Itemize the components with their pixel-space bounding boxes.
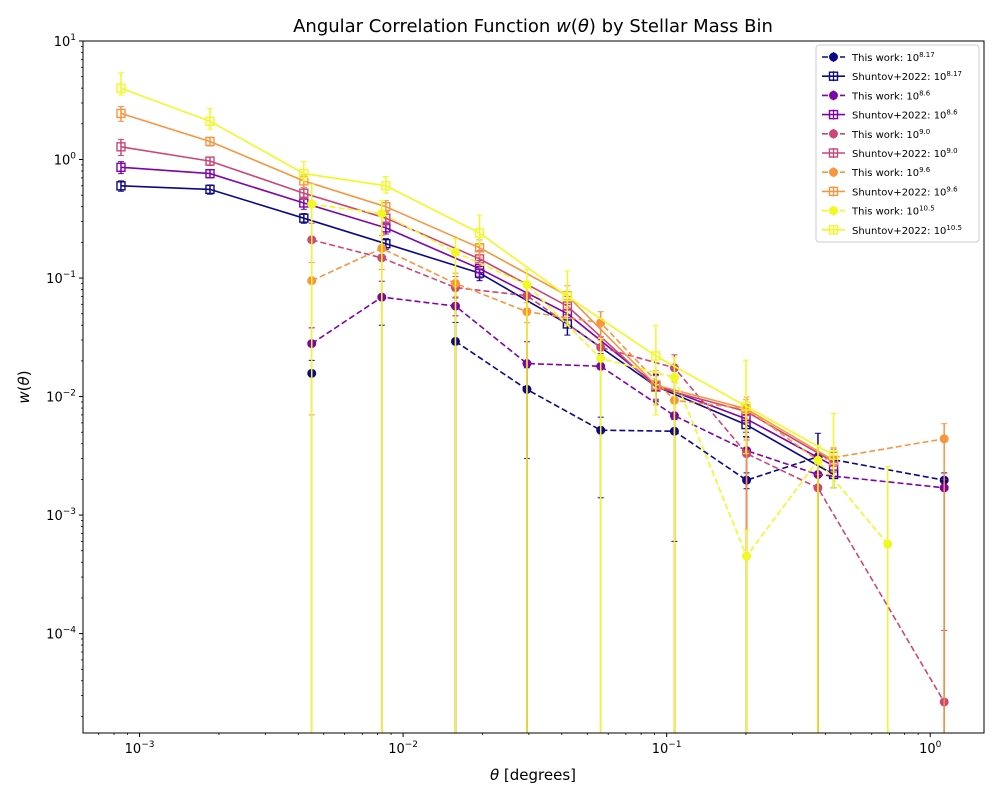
data-point bbox=[883, 539, 893, 549]
x-tick-label: 10−3 bbox=[125, 740, 155, 757]
data-point bbox=[205, 168, 215, 179]
x-tick-label: 10−1 bbox=[652, 740, 682, 757]
legend-box bbox=[815, 44, 980, 243]
legend-entry: Shuntov+2022: 109.6 bbox=[822, 185, 958, 198]
legend-entry: Shuntov+2022: 108.6 bbox=[822, 109, 958, 122]
y-axis: 10−4 10−3 10−2 10−1 100 101 bbox=[46, 33, 83, 717]
legend-label: Shuntov+2022: 108.17 bbox=[852, 70, 962, 83]
data-point bbox=[596, 353, 606, 363]
series-line bbox=[120, 87, 834, 456]
data-point bbox=[939, 434, 949, 444]
legend-marker bbox=[828, 186, 839, 197]
y-tick-label: 10−4 bbox=[46, 626, 76, 643]
legend-entry: Shuntov+2022: 1010.5 bbox=[822, 224, 962, 237]
data-point bbox=[205, 136, 215, 147]
data-point bbox=[377, 209, 387, 219]
series-8 bbox=[307, 183, 893, 733]
data-point bbox=[813, 455, 823, 465]
data-point bbox=[116, 142, 126, 152]
x-tick-label: 100 bbox=[919, 740, 942, 757]
data-point bbox=[116, 181, 126, 191]
legend-label: This work: 1010.5 bbox=[851, 205, 935, 218]
data-point bbox=[651, 351, 661, 361]
plot-area bbox=[82, 40, 985, 734]
data-point bbox=[828, 450, 839, 460]
series-layer bbox=[116, 72, 949, 733]
y-tick-label: 101 bbox=[54, 33, 76, 50]
series-line bbox=[120, 146, 835, 463]
data-point bbox=[450, 247, 460, 257]
data-point bbox=[299, 213, 309, 223]
legend-marker bbox=[829, 206, 838, 216]
legend-entry: This work: 109.0 bbox=[822, 128, 930, 141]
legend-entry: Shuntov+2022: 109.0 bbox=[822, 147, 958, 160]
y-tick-label: 10−2 bbox=[46, 389, 76, 406]
legend-marker bbox=[828, 71, 839, 81]
legend-label: Shuntov+2022: 109.0 bbox=[852, 147, 958, 160]
data-point bbox=[205, 184, 215, 195]
y-tick-label: 10−3 bbox=[46, 507, 76, 524]
data-point bbox=[299, 168, 309, 179]
legend-marker bbox=[829, 52, 838, 62]
legend-marker bbox=[829, 90, 838, 100]
x-tick-label: 10−2 bbox=[388, 740, 418, 757]
chart-title: Angular Correlation Function w(θ) by Ste… bbox=[293, 16, 773, 37]
legend: This work: 108.17 Shuntov+2022: 108.17 Thi… bbox=[815, 44, 980, 243]
data-point bbox=[307, 199, 317, 209]
data-point bbox=[742, 551, 752, 561]
series-9 bbox=[116, 72, 839, 489]
legend-label: This work: 108.17 bbox=[851, 51, 935, 64]
legend-label: This work: 109.6 bbox=[851, 166, 931, 179]
data-point bbox=[562, 291, 573, 302]
data-point bbox=[741, 401, 751, 411]
legend-label: Shuntov+2022: 108.6 bbox=[852, 109, 958, 122]
legend-marker bbox=[828, 225, 839, 235]
legend-marker bbox=[829, 129, 838, 139]
legend-marker bbox=[828, 148, 839, 158]
legend-label: Shuntov+2022: 1010.5 bbox=[852, 224, 962, 237]
data-point bbox=[522, 280, 532, 290]
legend-label: Shuntov+2022: 109.6 bbox=[852, 185, 958, 198]
data-point bbox=[299, 188, 309, 198]
legend-entry: Shuntov+2022: 108.17 bbox=[822, 70, 962, 83]
data-point bbox=[116, 162, 126, 172]
data-point bbox=[474, 228, 485, 238]
data-point bbox=[116, 108, 126, 119]
x-axis: 10−3 10−2 10−1 100 bbox=[98, 733, 942, 757]
y-axis-label: w(θ) bbox=[15, 370, 33, 403]
legend-label: This work: 109.0 bbox=[851, 128, 930, 141]
legend-label: This work: 108.6 bbox=[851, 89, 931, 102]
x-axis-label: θ [degrees] bbox=[490, 766, 576, 784]
data-point bbox=[381, 181, 391, 191]
legend-entry: This work: 109.6 bbox=[822, 166, 931, 179]
legend-entry: This work: 108.17 bbox=[822, 51, 935, 64]
y-tick-label: 100 bbox=[54, 152, 77, 169]
data-point bbox=[116, 83, 126, 93]
series-line bbox=[311, 296, 945, 489]
plot-frame bbox=[82, 40, 985, 734]
y-tick-label: 10−1 bbox=[46, 270, 76, 287]
series-line bbox=[120, 112, 835, 461]
legend-marker bbox=[829, 167, 838, 177]
legend-marker bbox=[828, 109, 839, 120]
data-point bbox=[205, 156, 215, 166]
data-point bbox=[205, 116, 215, 127]
legend-entry: This work: 108.6 bbox=[822, 89, 931, 102]
legend-entry: This work: 1010.5 bbox=[822, 205, 935, 218]
data-point bbox=[669, 372, 679, 382]
